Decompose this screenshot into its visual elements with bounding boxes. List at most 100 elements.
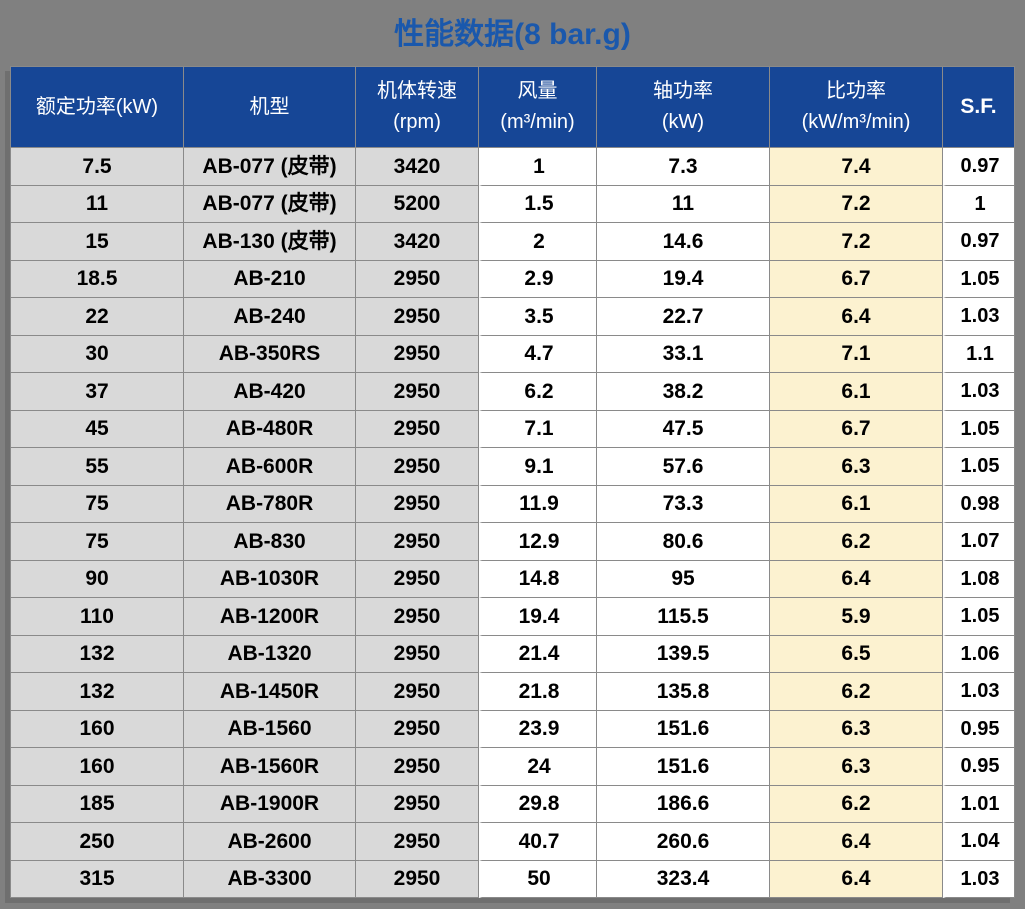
cell-specific-power: 7.2 (770, 223, 943, 261)
header-unit: (kW) (661, 111, 705, 133)
table-row: 132 AB-1450R 2950 21.8 135.8 6.2 1.03 (10, 673, 1015, 711)
cell-service-factor: 1.05 (943, 448, 1015, 486)
cell-shaft-power: 139.5 (597, 635, 770, 673)
cell-specific-power: 7.4 (770, 148, 943, 186)
cell-airflow: 12.9 (479, 523, 597, 561)
cell-rated-power: 90 (10, 560, 184, 598)
cell-shaft-power: 323.4 (597, 860, 770, 898)
cell-airflow: 29.8 (479, 785, 597, 823)
cell-model: AB-780R (184, 485, 356, 523)
cell-specific-power: 6.4 (770, 860, 943, 898)
cell-service-factor: 0.97 (943, 148, 1015, 186)
cell-shaft-power: 80.6 (597, 523, 770, 561)
cell-specific-power: 6.3 (770, 710, 943, 748)
cell-service-factor: 1.05 (943, 410, 1015, 448)
cell-shaft-power: 7.3 (597, 148, 770, 186)
cell-rated-power: 315 (10, 860, 184, 898)
cell-speed: 5200 (356, 185, 479, 223)
table-header: 额定功率(kW) 机型 机体转速 (rpm) 风量 (m³/min) 轴功率 (… (10, 66, 1015, 148)
cell-rated-power: 132 (10, 635, 184, 673)
cell-model: AB-240 (184, 298, 356, 336)
cell-service-factor: 1.03 (943, 860, 1015, 898)
cell-service-factor: 1.05 (943, 260, 1015, 298)
cell-rated-power: 160 (10, 710, 184, 748)
cell-speed: 2950 (356, 410, 479, 448)
header-unit: (rpm) (393, 111, 441, 133)
cell-specific-power: 6.1 (770, 485, 943, 523)
cell-service-factor: 1 (943, 185, 1015, 223)
cell-speed: 2950 (356, 785, 479, 823)
cell-rated-power: 22 (10, 298, 184, 336)
cell-speed: 2950 (356, 260, 479, 298)
cell-speed: 2950 (356, 523, 479, 561)
col-header-airflow: 风量 (m³/min) (479, 66, 597, 148)
cell-airflow: 4.7 (479, 335, 597, 373)
cell-service-factor: 0.95 (943, 748, 1015, 786)
cell-rated-power: 55 (10, 448, 184, 486)
cell-service-factor: 1.07 (943, 523, 1015, 561)
cell-model: AB-1900R (184, 785, 356, 823)
header-label: 风量 (517, 80, 558, 102)
cell-speed: 2950 (356, 485, 479, 523)
cell-airflow: 1 (479, 148, 597, 186)
cell-speed: 2950 (356, 598, 479, 636)
cell-speed: 2950 (356, 748, 479, 786)
cell-specific-power: 7.2 (770, 185, 943, 223)
cell-specific-power: 7.1 (770, 335, 943, 373)
header-label: 额定功率(kW) (35, 95, 159, 118)
cell-speed: 2950 (356, 560, 479, 598)
cell-specific-power: 6.5 (770, 635, 943, 673)
cell-model: AB-420 (184, 373, 356, 411)
cell-service-factor: 1.08 (943, 560, 1015, 598)
cell-airflow: 21.4 (479, 635, 597, 673)
cell-rated-power: 15 (10, 223, 184, 261)
cell-shaft-power: 135.8 (597, 673, 770, 711)
cell-model: AB-600R (184, 448, 356, 486)
cell-airflow: 11.9 (479, 485, 597, 523)
cell-model: AB-2600 (184, 823, 356, 861)
table-row: 7.5 AB-077 (皮带) 3420 1 7.3 7.4 0.97 (10, 148, 1015, 186)
col-header-specific-power: 比功率 (kW/m³/min) (770, 66, 943, 148)
cell-service-factor: 1.03 (943, 298, 1015, 336)
cell-specific-power: 6.7 (770, 260, 943, 298)
cell-model: AB-1320 (184, 635, 356, 673)
cell-shaft-power: 38.2 (597, 373, 770, 411)
cell-specific-power: 6.2 (770, 523, 943, 561)
cell-airflow: 3.5 (479, 298, 597, 336)
cell-airflow: 7.1 (479, 410, 597, 448)
col-header-rated-power: 额定功率(kW) (10, 66, 184, 148)
cell-speed: 2950 (356, 673, 479, 711)
table-body: 7.5 AB-077 (皮带) 3420 1 7.3 7.4 0.97 1 1 AB-077 (皮… (10, 148, 1015, 898)
table-row: 160 AB-1560R 2950 24 151.6 6.3 0.95 (10, 748, 1015, 786)
cell-model: AB-210 (184, 260, 356, 298)
cell-model: AB-077 (皮带) (184, 148, 356, 186)
cell-model: AB-1560 (184, 710, 356, 748)
cell-model: AB-1200R (184, 598, 356, 636)
header-label: 机型 (249, 95, 290, 118)
cell-airflow: 9.1 (479, 448, 597, 486)
table-row: 55 AB-600R 2950 9.1 57.6 6.3 1.05 (10, 448, 1015, 486)
table-row: 315 AB-3300 2950 50 323.4 6.4 1.03 (10, 860, 1015, 898)
cell-service-factor: 1.1 (943, 335, 1015, 373)
cell-airflow: 21.8 (479, 673, 597, 711)
cell-model: AB-077 (皮带) (184, 185, 356, 223)
cell-speed: 2950 (356, 373, 479, 411)
cell-rated-power: 110 (10, 598, 184, 636)
cell-rated-power: 37 (10, 373, 184, 411)
cell-rated-power: 75 (10, 523, 184, 561)
cell-rated-power: 250 (10, 823, 184, 861)
cell-speed: 2950 (356, 448, 479, 486)
cell-specific-power: 6.2 (770, 673, 943, 711)
col-header-shaft-power: 轴功率 (kW) (597, 66, 770, 148)
cell-shaft-power: 115.5 (597, 598, 770, 636)
cell-service-factor: 1.03 (943, 373, 1015, 411)
table-row: 250 AB-2600 2950 40.7 260.6 6.4 1.04 (10, 823, 1015, 861)
cell-rated-power: 45 (10, 410, 184, 448)
cell-shaft-power: 73.3 (597, 485, 770, 523)
table-row: 18.5 AB-210 2950 2.9 19.4 6.7 1.05 (10, 260, 1015, 298)
cell-shaft-power: 57.6 (597, 448, 770, 486)
cell-shaft-power: 186.6 (597, 785, 770, 823)
col-header-model: 机型 (184, 66, 356, 148)
header-unit: (kW/m³/min) (801, 111, 911, 133)
cell-specific-power: 6.4 (770, 298, 943, 336)
